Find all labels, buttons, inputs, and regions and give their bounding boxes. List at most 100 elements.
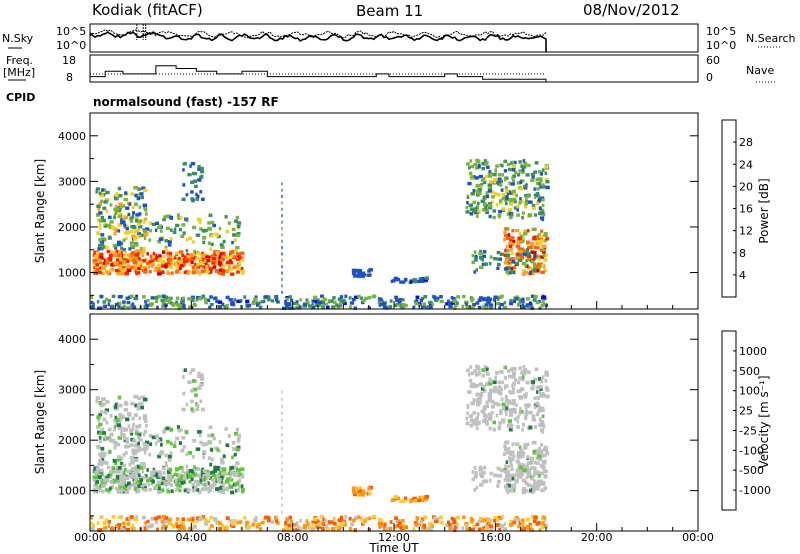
velocity-cell — [141, 486, 147, 490]
velocity-cell — [538, 390, 542, 395]
velocity-cell — [316, 519, 320, 523]
power-cell — [511, 189, 516, 194]
power-cell — [450, 301, 455, 305]
power-cell — [103, 224, 106, 228]
velocity-cell — [541, 392, 545, 396]
velocity-cell — [201, 482, 206, 486]
xtick-label: 16:00 — [479, 531, 511, 544]
velocity-cell — [543, 486, 548, 491]
power-cell — [394, 295, 398, 300]
velocity-cell — [474, 471, 478, 475]
velocity-cell — [507, 447, 511, 451]
velocity-cell — [477, 371, 481, 376]
velocity-cell — [284, 520, 288, 525]
power-cell — [504, 176, 509, 180]
power-cell — [160, 270, 165, 275]
power-cell — [114, 204, 118, 209]
power-cell — [474, 166, 479, 170]
velocity-cell — [528, 526, 533, 531]
power-cell — [530, 250, 534, 254]
power-cell — [154, 267, 158, 272]
power-cell — [281, 265, 283, 269]
power-cell — [503, 261, 508, 265]
velocity-cell — [409, 499, 413, 504]
velocity-cell — [501, 402, 506, 407]
power-cell — [251, 301, 256, 306]
velocity-cell — [388, 526, 393, 531]
velocity-cell — [487, 395, 492, 399]
velocity-cell — [209, 515, 213, 520]
power-cell — [542, 213, 546, 217]
power-cell — [354, 268, 357, 273]
power-cell — [268, 295, 271, 299]
power-cell — [487, 183, 493, 187]
velocity-cell — [453, 528, 457, 533]
velocity-cell — [185, 430, 189, 435]
power-cell — [135, 193, 140, 197]
velocity-cell — [138, 416, 142, 421]
velocity-cell — [502, 527, 508, 531]
power-cell — [344, 294, 348, 298]
power-cell — [479, 185, 483, 189]
power-cell — [303, 302, 308, 306]
power-cell — [109, 203, 113, 207]
velocity-cell — [508, 427, 513, 432]
velocity-cell — [531, 440, 536, 445]
velocity-cell — [475, 522, 480, 527]
power-cell — [192, 303, 197, 308]
power-cell — [399, 298, 402, 302]
power-cell — [324, 302, 328, 306]
power-cell — [208, 267, 213, 271]
velocity-cell — [186, 488, 190, 493]
velocity-cell — [505, 406, 508, 411]
velocity-cell — [122, 453, 126, 457]
power-cell — [236, 221, 242, 225]
power-cell — [516, 213, 520, 217]
velocity-cell — [348, 516, 352, 521]
power-cell — [115, 258, 120, 262]
power-cell — [240, 266, 244, 271]
velocity-cell — [450, 522, 455, 527]
power-cell — [480, 199, 485, 203]
velocity-cell — [533, 481, 536, 486]
velocity-cell — [349, 522, 355, 527]
velocity-cell — [530, 484, 535, 489]
velocity-cell — [105, 478, 110, 482]
velocity-cell — [217, 478, 222, 482]
velocity-cell — [102, 478, 106, 483]
power-cell — [540, 198, 545, 202]
power-cell — [493, 178, 498, 182]
velocity-cell — [184, 476, 187, 481]
power-cell — [173, 227, 177, 231]
power-cell — [538, 242, 543, 246]
power-cell — [488, 170, 492, 174]
velocity-cell — [207, 433, 211, 438]
power-cell — [225, 303, 229, 308]
velocity-cell — [103, 481, 108, 485]
velocity-cell — [469, 418, 475, 423]
power-cell — [170, 271, 174, 275]
velocity-cell — [197, 386, 202, 390]
velocity-cell — [136, 480, 141, 484]
power-cell — [477, 298, 482, 302]
velocity-cell — [539, 394, 543, 398]
power-cell — [390, 279, 394, 283]
velocity-cell — [143, 465, 146, 470]
velocity-cell — [521, 451, 524, 456]
power-cell — [530, 178, 535, 183]
velocity-cell — [219, 468, 223, 472]
power-cell — [116, 242, 122, 247]
power-cell — [213, 260, 218, 265]
velocity-cell — [281, 454, 283, 458]
velocity-cell — [194, 379, 198, 383]
power-cell — [541, 264, 545, 268]
velocity-cell — [537, 377, 542, 381]
power-cell — [176, 303, 181, 307]
power-cell — [124, 272, 129, 276]
velocity-cell — [236, 445, 241, 450]
power-cell — [506, 212, 511, 216]
velocity-cell — [537, 409, 541, 414]
velocity-cell — [281, 461, 283, 465]
power-cell — [213, 253, 218, 257]
